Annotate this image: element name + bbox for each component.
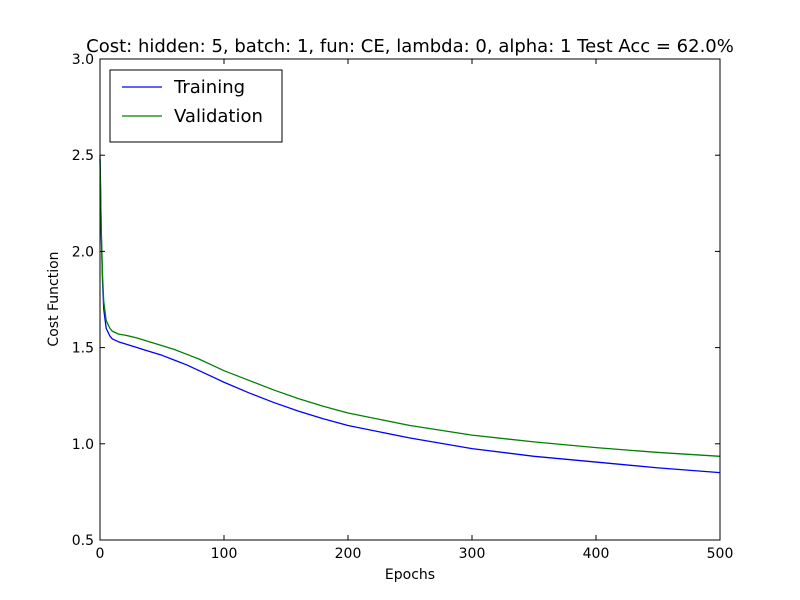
series-line-validation [99, 155, 721, 457]
plot-frame [99, 58, 721, 541]
legend-label-training: Training [173, 77, 245, 98]
ticks-group: 0 100 200 300 400 500 0.5 1.0 1.5 2.0 2.5 3.0 [72, 52, 734, 562]
x-axis-label: Epochs [385, 567, 435, 583]
y-tick-label: 3.0 [72, 52, 94, 68]
y-axis-label: Cost Function [46, 251, 62, 346]
legend-label-validation: Validation [174, 106, 263, 127]
chart-title: Cost: hidden: 5, batch: 1, fun: CE, lamb… [86, 36, 734, 57]
y-tick-label: 1.5 [72, 341, 94, 357]
x-tick-label: 500 [707, 546, 734, 562]
y-tick-label: 2.5 [72, 148, 94, 164]
legend: Training Validation [109, 69, 283, 143]
series-line-training [99, 159, 721, 474]
x-tick-label: 100 [211, 546, 238, 562]
y-tick-label: 0.5 [72, 533, 94, 549]
x-tick-label: 0 [96, 546, 105, 562]
plot-content [99, 155, 721, 474]
y-tick-label: 2.0 [72, 244, 94, 260]
legend-box [109, 69, 283, 143]
x-tick-label: 200 [335, 546, 362, 562]
y-tick-label: 1.0 [72, 437, 94, 453]
x-tick-label: 400 [583, 546, 610, 562]
x-tick-label: 300 [459, 546, 486, 562]
